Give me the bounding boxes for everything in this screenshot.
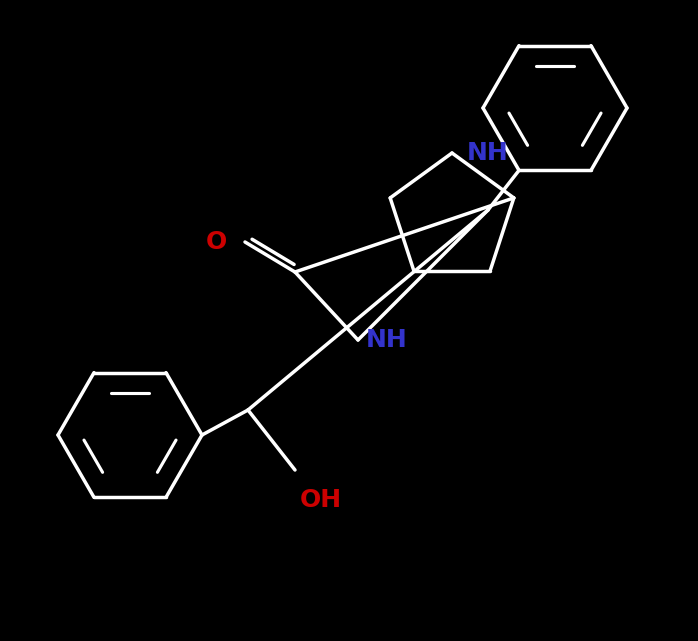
Text: O: O [206, 230, 227, 254]
Text: NH: NH [467, 141, 509, 165]
Text: NH: NH [366, 328, 408, 352]
Text: OH: OH [300, 488, 342, 512]
